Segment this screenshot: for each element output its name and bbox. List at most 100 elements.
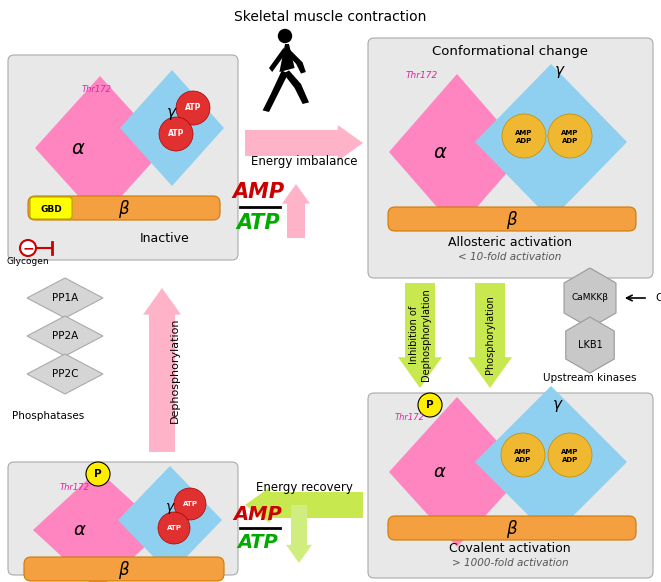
Text: AMP: AMP xyxy=(232,182,284,202)
Polygon shape xyxy=(286,505,312,563)
Text: GBD: GBD xyxy=(40,204,62,214)
Text: P: P xyxy=(94,469,102,479)
Text: $\gamma$: $\gamma$ xyxy=(165,501,175,516)
Text: Allosteric activation: Allosteric activation xyxy=(448,236,572,249)
FancyBboxPatch shape xyxy=(388,516,636,540)
Text: $\beta$: $\beta$ xyxy=(118,198,130,220)
Text: ADP: ADP xyxy=(516,138,532,144)
FancyBboxPatch shape xyxy=(28,196,220,220)
Text: CaMKKβ: CaMKKβ xyxy=(572,293,609,303)
Circle shape xyxy=(176,91,210,125)
Polygon shape xyxy=(280,44,295,72)
Text: AMP: AMP xyxy=(514,449,531,455)
Circle shape xyxy=(418,393,442,417)
Polygon shape xyxy=(35,76,165,220)
Text: PP1A: PP1A xyxy=(52,293,78,303)
Text: Skeletal muscle contraction: Skeletal muscle contraction xyxy=(234,10,426,24)
Circle shape xyxy=(548,114,592,158)
Text: Energy recovery: Energy recovery xyxy=(256,481,352,495)
Text: $\alpha$: $\alpha$ xyxy=(433,143,447,161)
Polygon shape xyxy=(389,74,525,230)
Polygon shape xyxy=(143,288,181,452)
FancyBboxPatch shape xyxy=(8,55,238,260)
Text: ATP: ATP xyxy=(237,534,278,552)
Polygon shape xyxy=(118,466,222,574)
Polygon shape xyxy=(475,386,627,538)
Text: $\gamma$: $\gamma$ xyxy=(554,64,566,80)
Text: Ca²⁺: Ca²⁺ xyxy=(655,293,661,303)
Text: $\beta$: $\beta$ xyxy=(118,559,130,581)
Circle shape xyxy=(502,114,546,158)
Polygon shape xyxy=(564,268,616,328)
Circle shape xyxy=(86,462,110,486)
Text: ATP: ATP xyxy=(167,525,182,531)
Text: ATP: ATP xyxy=(182,501,198,507)
Text: $\alpha$: $\alpha$ xyxy=(433,463,447,481)
Text: PP2A: PP2A xyxy=(52,331,78,341)
Polygon shape xyxy=(33,470,163,582)
Text: $\beta$: $\beta$ xyxy=(506,518,518,540)
FancyBboxPatch shape xyxy=(388,207,636,231)
Polygon shape xyxy=(27,354,103,394)
Text: Upstream kinases: Upstream kinases xyxy=(543,373,637,383)
Text: $\beta$: $\beta$ xyxy=(506,209,518,231)
Text: $\alpha$: $\alpha$ xyxy=(73,521,87,539)
Text: ADP: ADP xyxy=(562,138,578,144)
Polygon shape xyxy=(27,278,103,318)
Polygon shape xyxy=(285,48,306,73)
Text: ATP: ATP xyxy=(185,104,201,112)
Text: Thr172: Thr172 xyxy=(60,483,90,492)
Polygon shape xyxy=(475,64,627,220)
Text: AMP: AMP xyxy=(561,130,578,136)
Text: $\alpha$: $\alpha$ xyxy=(71,139,85,158)
Text: PP2C: PP2C xyxy=(52,369,78,379)
Text: Thr172: Thr172 xyxy=(395,413,425,422)
Circle shape xyxy=(174,488,206,520)
Circle shape xyxy=(20,240,36,256)
FancyBboxPatch shape xyxy=(368,393,653,578)
Circle shape xyxy=(159,117,193,151)
Text: Inhibition of
Dephosphorylation: Inhibition of Dephosphorylation xyxy=(409,289,431,381)
Text: > 1000-fold activation: > 1000-fold activation xyxy=(451,558,568,568)
Text: Energy imbalance: Energy imbalance xyxy=(251,155,357,169)
FancyBboxPatch shape xyxy=(368,38,653,278)
Circle shape xyxy=(548,433,592,477)
Circle shape xyxy=(501,433,545,477)
Text: Dephosphorylation: Dephosphorylation xyxy=(170,317,180,423)
Text: Thr172: Thr172 xyxy=(82,85,112,94)
Text: $\gamma$: $\gamma$ xyxy=(552,398,564,414)
Text: Inactive: Inactive xyxy=(140,232,190,244)
Text: ADP: ADP xyxy=(562,457,578,463)
Polygon shape xyxy=(245,125,363,161)
Text: ATP: ATP xyxy=(168,130,184,139)
Polygon shape xyxy=(282,184,310,238)
Text: AMP: AMP xyxy=(233,505,282,523)
FancyBboxPatch shape xyxy=(30,197,72,219)
Polygon shape xyxy=(269,48,287,72)
Circle shape xyxy=(158,512,190,544)
Text: ATP: ATP xyxy=(236,213,280,233)
FancyBboxPatch shape xyxy=(24,557,224,581)
Circle shape xyxy=(278,29,292,43)
Polygon shape xyxy=(245,487,363,523)
Text: Glycogen: Glycogen xyxy=(7,257,50,267)
Polygon shape xyxy=(566,317,614,373)
Text: Thr172: Thr172 xyxy=(406,71,438,80)
FancyBboxPatch shape xyxy=(8,462,238,575)
Polygon shape xyxy=(27,316,103,356)
Text: Covalent activation: Covalent activation xyxy=(449,542,571,555)
Text: AMP: AMP xyxy=(561,449,578,455)
Text: P: P xyxy=(426,400,434,410)
Polygon shape xyxy=(120,70,224,186)
Polygon shape xyxy=(262,70,288,112)
Polygon shape xyxy=(468,283,512,388)
Text: −: − xyxy=(22,241,34,255)
Text: LKB1: LKB1 xyxy=(578,340,602,350)
Text: ADP: ADP xyxy=(515,457,531,463)
Text: AMP: AMP xyxy=(516,130,533,136)
Polygon shape xyxy=(398,283,442,388)
Text: < 10-fold activation: < 10-fold activation xyxy=(458,252,562,262)
Polygon shape xyxy=(389,397,525,547)
Text: Phosphorylation: Phosphorylation xyxy=(485,296,495,374)
Text: Phosphatases: Phosphatases xyxy=(12,411,84,421)
